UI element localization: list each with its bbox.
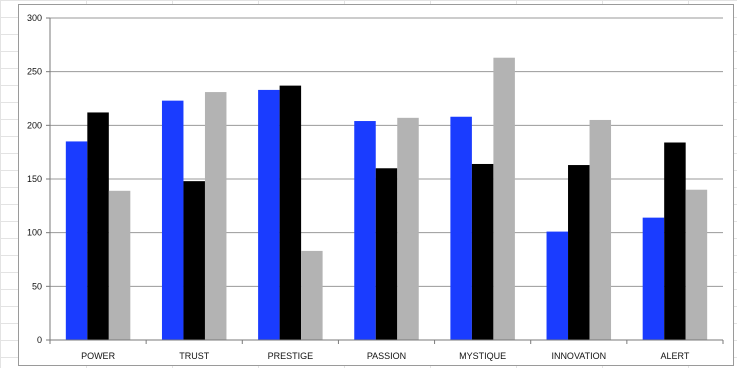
bar-mystique-series-3 <box>493 57 515 341</box>
bar-passion-series-3 <box>397 117 419 340</box>
bar-prestige-series-2 <box>279 85 302 341</box>
bar-alert-series-1 <box>642 217 665 340</box>
bar-innovation-series-1 <box>546 231 569 340</box>
y-tick-labels: 0 50 100 150 200 250 300 <box>27 13 42 345</box>
bar-power-series-3 <box>108 190 131 340</box>
x-category-label: TRUST <box>179 351 209 361</box>
bar-series <box>65 57 708 341</box>
bar-innovation-series-2 <box>568 165 590 340</box>
bar-mystique-series-2 <box>471 163 494 340</box>
bar-passion-series-1 <box>354 121 376 340</box>
y-tick-label: 0 <box>37 335 42 345</box>
bar-alert-series-3 <box>685 189 708 340</box>
bar-power-series-2 <box>87 112 109 340</box>
x-category-label: ALERT <box>660 351 689 361</box>
y-tick-label: 100 <box>27 228 42 238</box>
bar-innovation-series-3 <box>589 119 612 340</box>
x-category-label: PASSION <box>367 351 406 361</box>
x-category-label: PRESTIGE <box>268 351 314 361</box>
y-tick-label: 200 <box>27 120 42 130</box>
bar-trust-series-2 <box>183 181 205 340</box>
y-tick-label: 300 <box>27 13 42 23</box>
x-category-labels: POWER TRUST PRESTIGE PASSION MYSTIQUE INNOVAT… <box>81 351 690 361</box>
axes <box>46 17 724 344</box>
bar-prestige-series-3 <box>301 250 323 340</box>
y-tick-label: 50 <box>32 281 42 291</box>
y-tick-label: 250 <box>27 67 42 77</box>
bar-power-series-1 <box>65 141 88 340</box>
x-category-label: POWER <box>81 351 116 361</box>
y-tick-label: 150 <box>27 174 42 184</box>
bar-mystique-series-1 <box>450 116 472 340</box>
x-category-label: INNOVATION <box>551 351 606 361</box>
x-category-label: MYSTIQUE <box>459 351 506 361</box>
bar-trust-series-1 <box>161 100 184 340</box>
bar-trust-series-3 <box>204 92 227 340</box>
bar-passion-series-2 <box>375 168 398 340</box>
bar-alert-series-2 <box>664 142 686 340</box>
bar-prestige-series-1 <box>258 89 280 340</box>
